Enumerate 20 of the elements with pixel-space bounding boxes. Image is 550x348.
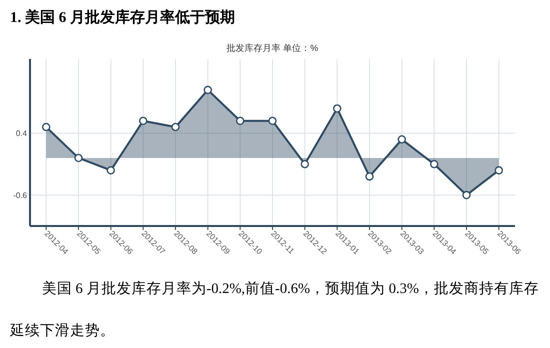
chart-subtitle: 批发库存月率 单位：% [226,43,318,53]
point [333,104,342,113]
y-tick-label: 0.4 [16,129,28,138]
point [74,154,83,162]
text: 美国 6 月批发库存月率为-0.2%,前值-0.6%，预期值为 0.3%，批发商持有库存延续下滑走势。 [10,281,539,339]
point [42,122,50,132]
point [430,160,438,168]
point [106,166,115,174]
y-tick-label: -0.6 [13,191,28,200]
point [300,160,309,168]
point [494,166,503,174]
point [268,116,277,125]
point [139,116,148,125]
point [462,190,471,200]
point [204,86,212,94]
point [236,116,244,125]
point [171,122,180,132]
point [398,135,406,144]
point [365,172,374,181]
chart-title: 1. 美国 6 月批发库存月率低于预期 [10,8,235,27]
